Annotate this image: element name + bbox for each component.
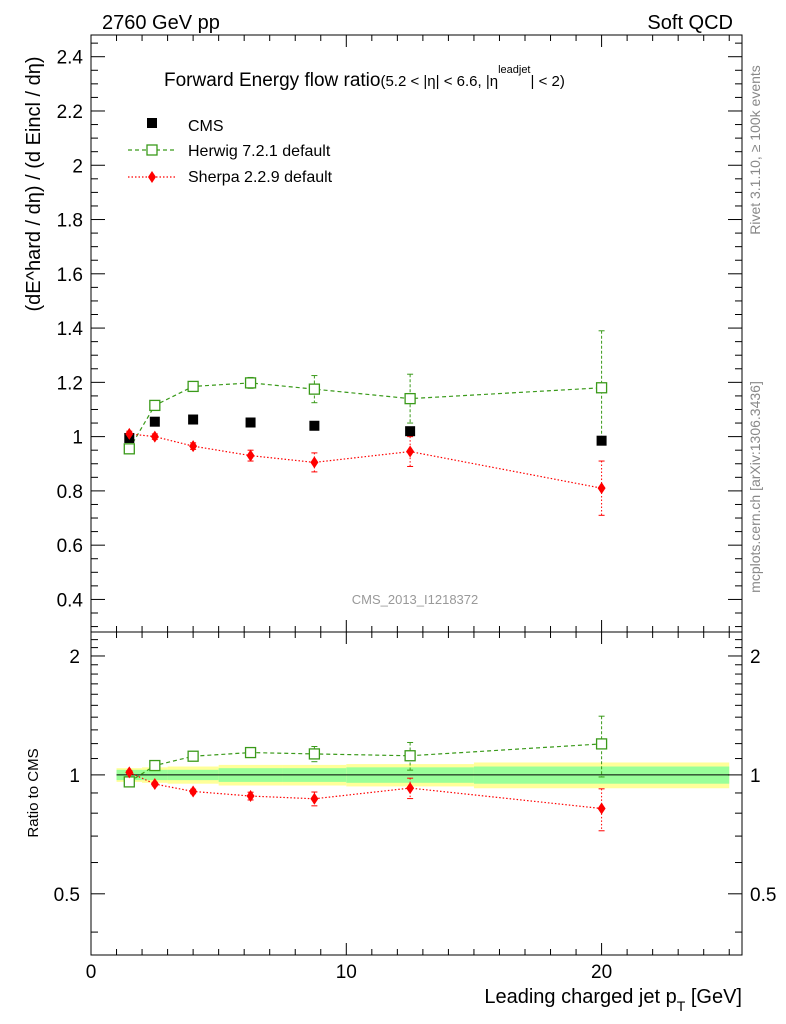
herwig-point-0	[123, 443, 135, 455]
cms-point-4	[309, 420, 320, 431]
axis-ticks	[90, 35, 742, 955]
cms-point-6	[596, 435, 607, 446]
herwig-ratio-point-4	[308, 748, 321, 760]
title-sup: leadjet	[498, 64, 530, 76]
herwig-point-5	[404, 392, 416, 405]
y-axis-label-ratio: Ratio to CMS	[25, 748, 42, 837]
herwig-main-line	[128, 382, 602, 450]
y-tick-label-main-0.6: 0.6	[57, 536, 83, 557]
sherpa-point-0	[125, 427, 134, 440]
herwig-point-3	[244, 377, 257, 389]
legend-cms-label: CMS	[188, 118, 224, 135]
header-left: 2760 GeV pp	[102, 12, 220, 34]
cms-point-2	[188, 414, 199, 425]
cms-point-3	[245, 417, 256, 428]
y-axis-label-main: (dE^hard / dη) / (d Eincl / dη)	[23, 56, 45, 311]
header-right: Soft QCD	[647, 12, 733, 34]
sherpa-point-2	[189, 440, 198, 453]
ratio-tick-label-left-1: 1	[69, 766, 80, 787]
x-tick-label-0: 0	[86, 962, 97, 983]
ratio-panel-frame	[90, 631, 743, 956]
sherpa-ratio-point-3	[246, 790, 255, 803]
herwig-point-1	[149, 399, 161, 412]
sherpa-ratio-point-5	[406, 782, 415, 795]
ratio-tick-label-right-2: 2	[750, 647, 761, 668]
y-tick-label-main-1: 1	[72, 428, 83, 449]
y-tick-label-main-0.8: 0.8	[57, 482, 83, 503]
ratio-tick-label-right-0.5: 0.5	[750, 885, 776, 906]
y-tick-label-main-1.2: 1.2	[57, 373, 83, 394]
legend-herwig-marker	[146, 144, 158, 156]
herwig-ratio-point-6	[595, 738, 608, 750]
herwig-point-2	[187, 380, 199, 393]
sherpa-main-line	[129, 433, 602, 489]
ratio-tick-label-right-1: 1	[750, 766, 761, 787]
herwig-ratio-point-3	[244, 746, 257, 759]
cms-point-5	[405, 426, 416, 437]
herwig-ratio-point-1	[149, 759, 161, 772]
rivet-version-label: Rivet 3.1.10, ≥ 100k events	[747, 65, 763, 235]
analysis-watermark: CMS_2013_I1218372	[352, 592, 479, 607]
legend-sherpa-label: Sherpa 2.2.9 default	[188, 169, 333, 186]
herwig-ratio-point-5	[404, 750, 416, 762]
legend: CMS Herwig 7.2.1 default Sherpa 2.2.9 de…	[128, 118, 333, 186]
herwig-ratio-point-0	[123, 776, 135, 788]
mcplots-source-label: mcplots.cern.ch [arXiv:1306.3436]	[747, 381, 763, 593]
herwig-point-6	[595, 382, 608, 394]
sherpa-ratio-point-1	[150, 778, 159, 791]
title-sub: (5.2 < |η| < 6.6, |η	[380, 73, 498, 90]
y-tick-label-main-0.4: 0.4	[57, 590, 84, 611]
tick-labels: 0 10 20 0.4 0.6 0.8 1 1.2 1.4 1.6 1.8 2 2.2 2.4 0.5 0.5…	[54, 48, 777, 983]
sherpa-point-6	[597, 482, 606, 495]
sherpa-point-4	[310, 456, 319, 469]
herwig-point-4	[308, 383, 321, 395]
y-tick-label-main-2.2: 2.2	[57, 102, 83, 123]
x-tick-label-10: 10	[336, 962, 357, 983]
y-tick-label-main-1.4: 1.4	[57, 319, 84, 340]
title-main: Forward Energy flow ratio	[164, 70, 380, 91]
x-axis-label-unit: [GeV]	[685, 986, 742, 1008]
legend-sherpa-marker	[148, 171, 156, 183]
sherpa-ratio-point-2	[189, 785, 198, 798]
ratio-tick-label-left-0.5: 0.5	[54, 885, 80, 906]
title-end: | < 2)	[531, 73, 565, 90]
sherpa-ratio-point-0	[125, 766, 134, 779]
x-axis-label-text: Leading charged jet p	[484, 986, 676, 1008]
x-axis-label-sub: T	[677, 998, 686, 1014]
data-series	[123, 330, 608, 832]
sherpa-point-1	[150, 430, 159, 443]
herwig-ratio-point-2	[187, 750, 199, 762]
sherpa-point-3	[246, 449, 255, 462]
x-tick-label-20: 20	[591, 962, 612, 983]
y-tick-label-main-2: 2	[72, 156, 83, 177]
legend-herwig-label: Herwig 7.2.1 default	[188, 143, 331, 160]
y-tick-label-main-1.6: 1.6	[57, 265, 83, 286]
sherpa-ratio-point-4	[310, 792, 319, 805]
legend-cms-marker	[147, 118, 157, 128]
ratio-tick-label-left-2: 2	[69, 647, 80, 668]
cms-point-1	[149, 416, 160, 427]
sherpa-ratio-point-6	[597, 802, 606, 815]
uncertainty-band	[116, 762, 730, 789]
y-tick-label-main-2.4: 2.4	[57, 48, 84, 69]
x-axis-label: Leading charged jet pT [GeV]	[484, 986, 742, 1014]
sherpa-point-5	[406, 445, 415, 458]
chart-title: Forward Energy flow ratio(5.2 < |η| < 6.…	[164, 64, 565, 91]
y-tick-label-main-1.8: 1.8	[57, 211, 83, 232]
